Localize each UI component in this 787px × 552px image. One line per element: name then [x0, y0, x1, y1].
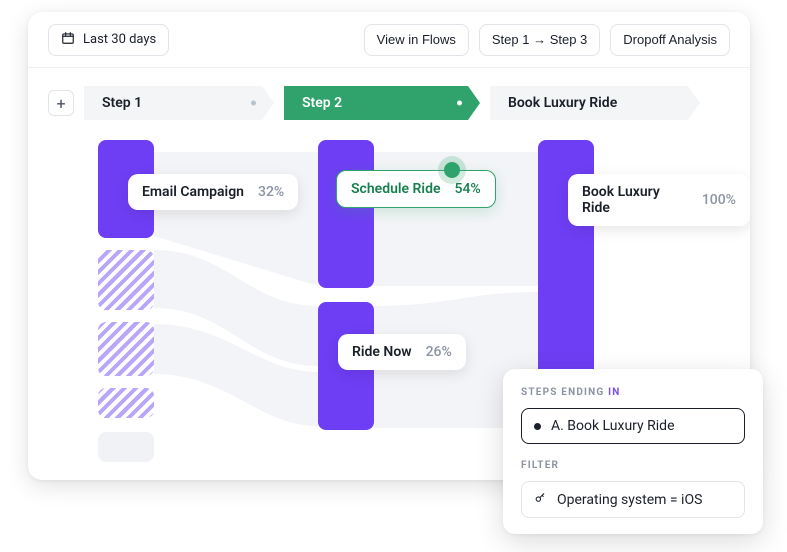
ending-step-label: A. Book Luxury Ride — [551, 418, 675, 434]
bubble-percent: 100% — [702, 192, 736, 208]
top-actions: View in Flows Step 1 → Step 3 Dropoff An… — [364, 24, 730, 56]
step-chip-label: Step 1 — [102, 95, 142, 111]
filter-panel: STEPS ENDING IN A. Book Luxury Ride FILT… — [503, 369, 763, 534]
bubble-label: Email Campaign — [142, 184, 244, 200]
ending-step-option[interactable]: A. Book Luxury Ride — [521, 408, 745, 444]
top-bar: Last 30 days View in Flows Step 1 → Step… — [28, 12, 750, 68]
bubble-percent: 54% — [454, 181, 480, 197]
step-chip-menu-icon — [251, 101, 256, 106]
bullet-icon — [534, 423, 541, 430]
flow-node-bubble[interactable]: Email Campaign 32% — [128, 174, 298, 210]
view-in-flows-button[interactable]: View in Flows — [364, 24, 469, 56]
bubble-percent: 26% — [426, 344, 452, 360]
step-chip-label: Book Luxury Ride — [508, 95, 617, 111]
step-chip-menu-icon — [457, 101, 462, 106]
date-range-chip[interactable]: Last 30 days — [48, 24, 169, 56]
step-chip-label: Step 2 — [302, 95, 342, 111]
date-range-label: Last 30 days — [83, 32, 156, 47]
bubble-label: Schedule Ride — [351, 181, 440, 197]
flow-block[interactable] — [98, 322, 154, 376]
bubble-percent: 32% — [258, 184, 284, 200]
flow-node-bubble[interactable]: Book Luxury Ride 100% — [568, 174, 750, 226]
caption-accent: IN — [608, 387, 620, 398]
step-range-button[interactable]: Step 1 → Step 3 — [479, 24, 600, 56]
flow-block[interactable] — [98, 388, 154, 418]
dropoff-analysis-button[interactable]: Dropoff Analysis — [610, 24, 730, 56]
flow-block[interactable] — [318, 140, 374, 288]
bubble-label: Ride Now — [352, 344, 412, 360]
step-chip-1[interactable]: Step 1 — [84, 86, 274, 120]
panel-caption-filter: FILTER — [521, 460, 745, 471]
step-chip-3[interactable]: Book Luxury Ride — [490, 86, 700, 120]
panel-caption-steps-ending: STEPS ENDING IN — [521, 387, 745, 398]
flow-block[interactable] — [98, 250, 154, 310]
calendar-icon — [61, 31, 75, 49]
bubble-label: Book Luxury Ride — [582, 184, 688, 216]
caption-text: STEPS ENDING — [521, 387, 604, 398]
highlight-dot-icon — [444, 162, 460, 178]
steps-breadcrumb: + Step 1 Step 2 Book Luxury Ride — [28, 68, 750, 130]
filter-label: Operating system = iOS — [557, 492, 702, 508]
add-step-button[interactable]: + — [48, 90, 74, 116]
flow-block[interactable] — [98, 432, 154, 462]
filter-chip[interactable]: Operating system = iOS — [521, 481, 745, 518]
key-icon — [534, 491, 547, 508]
flow-node-bubble[interactable]: Schedule Ride 54% — [336, 170, 496, 208]
flow-node-bubble[interactable]: Ride Now 26% — [338, 334, 466, 370]
step-chip-2[interactable]: Step 2 — [284, 86, 480, 120]
